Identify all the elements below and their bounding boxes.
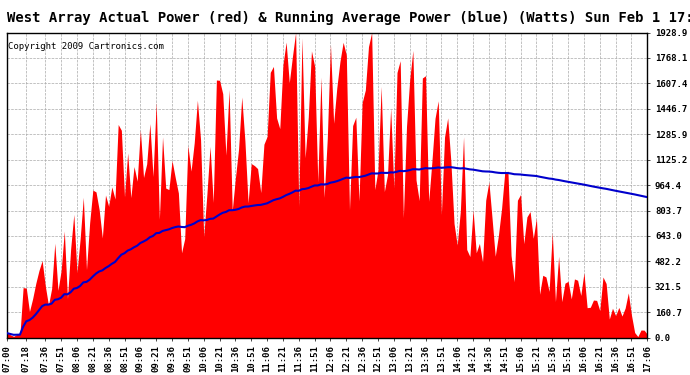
Text: West Array Actual Power (red) & Running Average Power (blue) (Watts) Sun Feb 1 1: West Array Actual Power (red) & Running … <box>7 11 690 26</box>
Text: Copyright 2009 Cartronics.com: Copyright 2009 Cartronics.com <box>8 42 164 51</box>
